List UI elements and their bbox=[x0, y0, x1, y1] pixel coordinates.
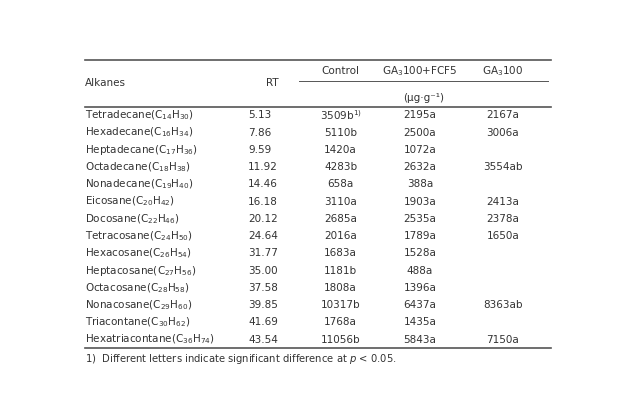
Text: 1808a: 1808a bbox=[324, 283, 357, 293]
Text: 2500a: 2500a bbox=[404, 128, 436, 138]
Text: 488a: 488a bbox=[407, 265, 433, 276]
Text: 9.59: 9.59 bbox=[248, 145, 272, 155]
Text: Tetradecane(C$_{14}$H$_{30}$): Tetradecane(C$_{14}$H$_{30}$) bbox=[85, 109, 193, 122]
Text: 658a: 658a bbox=[327, 179, 353, 189]
Text: 2685a: 2685a bbox=[324, 214, 357, 224]
Text: Docosane(C$_{22}$H$_{46}$): Docosane(C$_{22}$H$_{46}$) bbox=[85, 212, 179, 225]
Text: 39.85: 39.85 bbox=[248, 300, 278, 310]
Text: 2016a: 2016a bbox=[324, 231, 357, 241]
Text: 1396a: 1396a bbox=[404, 283, 436, 293]
Text: 1768a: 1768a bbox=[324, 317, 357, 327]
Text: 11.92: 11.92 bbox=[248, 162, 278, 172]
Text: RT: RT bbox=[266, 78, 278, 88]
Text: 1903a: 1903a bbox=[404, 197, 436, 207]
Text: 1789a: 1789a bbox=[404, 231, 436, 241]
Text: 37.58: 37.58 bbox=[248, 283, 278, 293]
Text: Hexatriacontane(C$_{36}$H$_{74}$): Hexatriacontane(C$_{36}$H$_{74}$) bbox=[85, 333, 215, 346]
Text: 3509b$^{1)}$: 3509b$^{1)}$ bbox=[320, 109, 361, 123]
Text: 43.54: 43.54 bbox=[248, 335, 278, 344]
Text: 2167a: 2167a bbox=[486, 110, 519, 120]
Text: 3110a: 3110a bbox=[324, 197, 357, 207]
Text: 3006a: 3006a bbox=[487, 128, 519, 138]
Text: GA$_3$100+FCF5: GA$_3$100+FCF5 bbox=[382, 64, 458, 78]
Text: 35.00: 35.00 bbox=[248, 265, 278, 276]
Text: Nonacosane(C$_{29}$H$_{60}$): Nonacosane(C$_{29}$H$_{60}$) bbox=[85, 298, 192, 312]
Text: Nonadecane(C$_{19}$H$_{40}$): Nonadecane(C$_{19}$H$_{40}$) bbox=[85, 177, 193, 191]
Text: 11056b: 11056b bbox=[321, 335, 360, 344]
Text: 3554ab: 3554ab bbox=[483, 162, 523, 172]
Text: 16.18: 16.18 bbox=[248, 197, 278, 207]
Text: 24.64: 24.64 bbox=[248, 231, 278, 241]
Text: 1072a: 1072a bbox=[404, 145, 436, 155]
Text: 7150a: 7150a bbox=[486, 335, 519, 344]
Text: 8363ab: 8363ab bbox=[483, 300, 523, 310]
Text: 5.13: 5.13 bbox=[248, 110, 272, 120]
Text: 2195a: 2195a bbox=[404, 110, 436, 120]
Text: 2632a: 2632a bbox=[404, 162, 436, 172]
Text: 1528a: 1528a bbox=[404, 248, 436, 258]
Text: Heptacosane(C$_{27}$H$_{56}$): Heptacosane(C$_{27}$H$_{56}$) bbox=[85, 264, 196, 278]
Text: Octacosane(C$_{28}$H$_{58}$): Octacosane(C$_{28}$H$_{58}$) bbox=[85, 281, 189, 295]
Text: 31.77: 31.77 bbox=[248, 248, 278, 258]
Text: Heptadecane(C$_{17}$H$_{36}$): Heptadecane(C$_{17}$H$_{36}$) bbox=[85, 143, 197, 157]
Text: Triacontane(C$_{30}$H$_{62}$): Triacontane(C$_{30}$H$_{62}$) bbox=[85, 315, 190, 329]
Text: Octadecane(C$_{18}$H$_{38}$): Octadecane(C$_{18}$H$_{38}$) bbox=[85, 160, 190, 174]
Text: 2378a: 2378a bbox=[486, 214, 519, 224]
Text: Eicosane(C$_{20}$H$_{42}$): Eicosane(C$_{20}$H$_{42}$) bbox=[85, 195, 174, 208]
Text: 1650a: 1650a bbox=[486, 231, 519, 241]
Text: 4283b: 4283b bbox=[324, 162, 357, 172]
Text: Control: Control bbox=[322, 66, 360, 76]
Text: 2413a: 2413a bbox=[486, 197, 519, 207]
Text: Alkanes: Alkanes bbox=[85, 78, 126, 88]
Text: 5843a: 5843a bbox=[404, 335, 436, 344]
Text: Hexacosane(C$_{26}$H$_{54}$): Hexacosane(C$_{26}$H$_{54}$) bbox=[85, 247, 192, 260]
Text: 1181b: 1181b bbox=[324, 265, 357, 276]
Text: 388a: 388a bbox=[407, 179, 433, 189]
Text: 14.46: 14.46 bbox=[248, 179, 278, 189]
Text: 41.69: 41.69 bbox=[248, 317, 278, 327]
Text: 1420a: 1420a bbox=[324, 145, 357, 155]
Text: 1435a: 1435a bbox=[404, 317, 436, 327]
Text: 7.86: 7.86 bbox=[248, 128, 272, 138]
Text: 6437a: 6437a bbox=[404, 300, 436, 310]
Text: 2535a: 2535a bbox=[404, 214, 436, 224]
Text: (μg·g⁻¹): (μg·g⁻¹) bbox=[403, 93, 444, 103]
Text: 1683a: 1683a bbox=[324, 248, 357, 258]
Text: 10317b: 10317b bbox=[321, 300, 360, 310]
Text: 1)  Different letters indicate significant difference at $p$ < 0.05.: 1) Different letters indicate significan… bbox=[85, 352, 397, 366]
Text: GA$_3$100: GA$_3$100 bbox=[482, 64, 523, 78]
Text: 20.12: 20.12 bbox=[248, 214, 278, 224]
Text: Tetracosane(C$_{24}$H$_{50}$): Tetracosane(C$_{24}$H$_{50}$) bbox=[85, 229, 192, 243]
Text: Hexadecane(C$_{16}$H$_{34}$): Hexadecane(C$_{16}$H$_{34}$) bbox=[85, 126, 193, 140]
Text: 5110b: 5110b bbox=[324, 128, 357, 138]
